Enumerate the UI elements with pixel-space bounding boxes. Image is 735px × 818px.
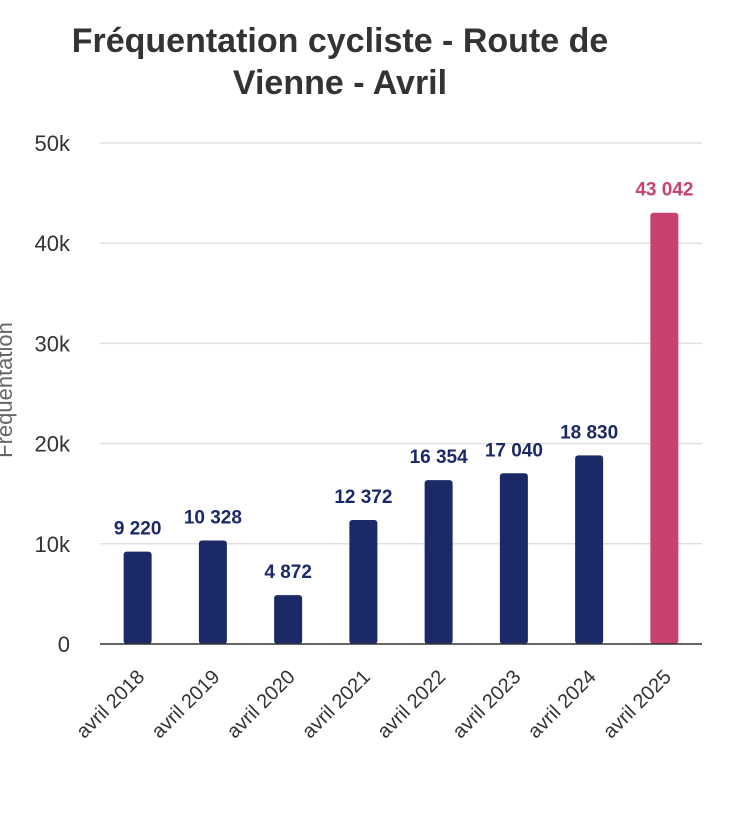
bar	[575, 455, 604, 644]
y-tick-label: 30k	[35, 331, 71, 356]
y-tick-label: 0	[58, 632, 70, 657]
y-axis-ticks: 0 10k 20k 30k 40k 50k	[35, 131, 71, 657]
gridlines	[100, 142, 702, 545]
bar	[349, 520, 378, 644]
y-tick-label: 40k	[35, 231, 71, 256]
y-tick-label: 50k	[35, 131, 71, 156]
x-tick-label: avril 2023	[449, 666, 526, 743]
data-label: 12 372	[334, 487, 392, 508]
y-tick-label: 10k	[35, 532, 71, 557]
chart-title-line-1: Fréquentation cycliste - Route de	[71, 22, 609, 60]
data-label: 43 042	[635, 180, 693, 201]
x-tick-label: avril 2024	[524, 666, 601, 743]
x-tick-label: avril 2021	[298, 666, 375, 743]
bar	[274, 595, 303, 644]
x-tick-label: avril 2019	[148, 666, 225, 743]
data-label: 4 872	[264, 562, 312, 583]
chart-title: Fréquentation cycliste - Route de Vienne…	[0, 20, 680, 104]
data-label: 16 354	[410, 447, 469, 468]
x-tick-label: avril 2025	[599, 666, 676, 743]
bar	[424, 480, 453, 644]
bar	[650, 212, 679, 644]
bars	[123, 212, 679, 644]
bar	[123, 551, 152, 644]
chart-title-line-2: Vienne - Avril	[232, 64, 448, 102]
data-label: 9 220	[114, 519, 162, 540]
data-label: 18 830	[560, 422, 618, 443]
bar	[499, 473, 528, 644]
data-label: 17 040	[485, 440, 543, 461]
data-label: 10 328	[184, 508, 242, 529]
y-axis-label: Fréquentation	[0, 322, 17, 458]
x-tick-label: avril 2018	[72, 666, 149, 743]
y-tick-label: 20k	[35, 432, 71, 457]
x-tick-label: avril 2022	[373, 666, 450, 743]
x-tick-label: avril 2020	[223, 666, 300, 743]
bar	[198, 540, 227, 644]
data-labels: 9 220 10 328 4 872 12 372 16 354 17 040 18 830…	[114, 180, 694, 583]
